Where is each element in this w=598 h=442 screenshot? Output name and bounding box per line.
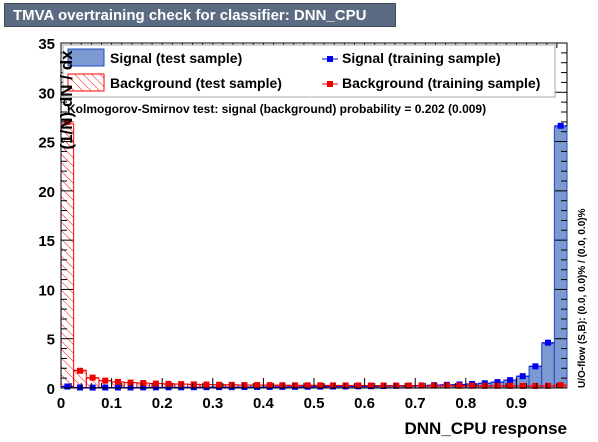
signal-test-bar [541,343,555,389]
legend-background-test: Background (test sample) [110,75,282,91]
signal-train-point [152,384,159,391]
background-train-point [380,382,387,389]
background-train-point [494,382,501,389]
signal-train-point [557,122,564,129]
background-train-point [190,381,197,388]
background-train-point [329,382,336,389]
signal-train-point [532,363,539,370]
legend-marker-background-train [327,81,333,87]
x-tick-label: 0.3 [202,395,223,412]
background-train-point [64,118,71,125]
background-train-point [342,382,349,389]
axes: 0 0.1 0.2 0.3 0.4 0.5 0.6 0.7 0.8 0.9 0 5 10 15 20 25 30… [38,36,567,412]
x-tick-label: 0.6 [354,395,375,412]
legend-signal-train: Signal (training sample) [342,50,501,66]
background-train-point [456,382,463,389]
legend-background-train: Background (training sample) [342,75,540,91]
signal-train-point [64,383,71,390]
x-tick-label: 0.5 [304,395,325,412]
ks-test-label: Kolmogorov-Smirnov test: signal (backgro… [67,102,486,116]
legend: Signal (test sample) Background (test sa… [62,44,556,98]
background-train-point [254,382,261,389]
background-train-point [292,382,299,389]
background-train-point [89,374,96,381]
x-tick-label: 0.4 [253,395,275,412]
background-train-point [557,382,564,389]
background-train-point [507,382,514,389]
background-train-point [165,380,172,387]
y-tick-label: 25 [38,135,55,152]
background-train-point [469,382,476,389]
background-train-point [443,382,450,389]
background-train-point [431,382,438,389]
overflow-label: U/O-flow (S,B): (0.0, 0.0)% / (0.0, 0.0)… [577,208,588,388]
background-train-point [304,382,311,389]
x-axis-title: DNN_CPU response [405,419,568,438]
legend-swatch-signal-test [67,48,105,67]
legend-signal-test: Signal (test sample) [110,50,242,66]
x-tick-label: 0.9 [506,395,527,412]
y-tick-label: 30 [38,85,55,102]
background-train-point [355,382,362,389]
legend-marker-signal-train [327,56,333,62]
background-train-point [532,382,539,389]
y-tick-label: 0 [47,381,55,398]
background-train-point [266,382,273,389]
x-tick-label: 0.8 [455,395,476,412]
background-train-point [405,382,412,389]
signal-train-point [507,377,514,384]
background-train-point [279,382,286,389]
background-train-point [317,382,324,389]
y-axis-title: (1/N) dN / dx [57,50,76,150]
background-train-point [393,382,400,389]
signal-train-point [545,339,552,346]
x-tick-label: 0.2 [152,395,173,412]
x-tick-label: 0.7 [405,395,426,412]
background-train-point [241,382,248,389]
signal-train-point [140,384,147,391]
y-tick-label: 35 [38,36,55,53]
y-tick-label: 5 [47,332,55,349]
background-train-point [203,381,210,388]
plot-frame [60,42,568,389]
background-train-point [481,382,488,389]
background-train-point [418,382,425,389]
background-train-point [102,377,109,384]
background-train-point [228,381,235,388]
x-tick-label: 0.1 [101,395,122,412]
background-train-point [216,381,223,388]
background-train-point [178,381,185,388]
chart-title: TMVA overtraining check for classifier: … [4,3,396,27]
x-tick-label: 0 [57,395,65,412]
signal-train-point [178,384,185,391]
background-train-point [367,382,374,389]
background-train-point [127,379,134,386]
signal-train-point [165,384,172,391]
legend-swatch-background-test [67,73,105,92]
background-train-point [76,367,83,374]
signal-train-point [519,373,526,380]
y-tick-label: 10 [38,282,55,299]
background-train-point [140,380,147,387]
background-train-point [519,382,526,389]
signal-train-point [494,379,501,386]
background-train-point [545,382,552,389]
background-train-point [152,380,159,387]
background-train-point [114,378,121,385]
y-tick-label: 20 [38,184,55,201]
y-tick-label: 15 [38,233,55,250]
